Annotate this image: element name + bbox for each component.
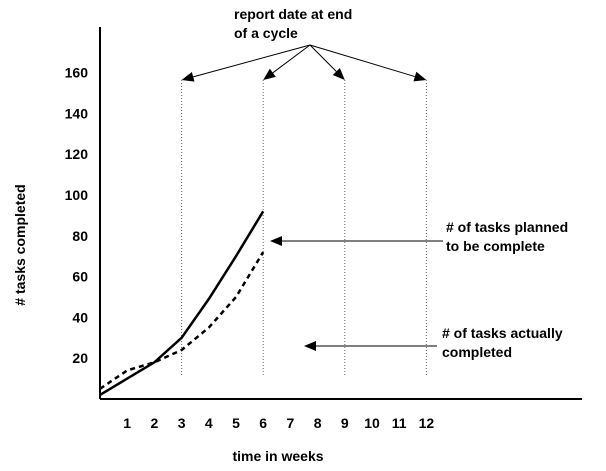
- x-tick-label: 9: [341, 415, 349, 431]
- x-tick-label: 1: [123, 415, 131, 431]
- x-tick-label: 6: [259, 415, 267, 431]
- report-arrowhead-week-3: [181, 72, 195, 82]
- y-tick-label: 140: [65, 105, 89, 121]
- y-tick-label: 60: [72, 269, 88, 285]
- actual-annotation-line1: # of tasks actually: [442, 325, 563, 341]
- y-tick-label: 80: [72, 228, 88, 244]
- y-tick-label: 100: [65, 187, 89, 203]
- x-tick-label: 5: [232, 415, 240, 431]
- report-date-guides: [181, 80, 427, 377]
- y-tick-label: 20: [72, 350, 88, 366]
- x-tick-label: 7: [287, 415, 295, 431]
- report-arrowhead-week-9: [332, 67, 345, 80]
- x-tick-label: 2: [151, 415, 159, 431]
- report-annotation-arrows: [181, 44, 427, 82]
- x-tick-label: 10: [364, 415, 380, 431]
- y-tick-labels: 20 40 60 80 100 120 140 160: [65, 65, 89, 367]
- x-tick-label: 3: [178, 415, 186, 431]
- report-arrowhead-week-6: [263, 68, 276, 80]
- x-tick-label: 4: [205, 415, 213, 431]
- actual-tasks-line: [99, 251, 265, 390]
- x-tick-label: 11: [392, 415, 407, 431]
- x-axis-label: time in weeks: [232, 448, 323, 464]
- y-tick-label: 40: [72, 309, 88, 325]
- y-tick-label: 160: [65, 65, 89, 81]
- report-annotation-line1: report date at end: [234, 6, 352, 22]
- x-tick-labels: 1 2 3 4 5 6 7 8 9 10 11 12: [123, 415, 434, 431]
- y-axis-label: # tasks completed: [12, 184, 28, 305]
- report-annotation-line2: of a cycle: [234, 25, 298, 41]
- report-arrowhead-week-12: [413, 71, 427, 82]
- planned-arrow: [270, 236, 443, 246]
- y-tick-label: 120: [65, 146, 89, 162]
- series-lines: [99, 210, 265, 396]
- planned-annotation-line2: to be complete: [446, 238, 545, 254]
- actual-arrow: [304, 341, 437, 351]
- planned-tasks-line: [99, 210, 265, 396]
- x-tick-label: 8: [314, 415, 322, 431]
- planned-annotation-line1: # of tasks planned: [446, 219, 568, 235]
- x-tick-label: 12: [419, 415, 435, 431]
- actual-annotation-line2: completed: [442, 344, 512, 360]
